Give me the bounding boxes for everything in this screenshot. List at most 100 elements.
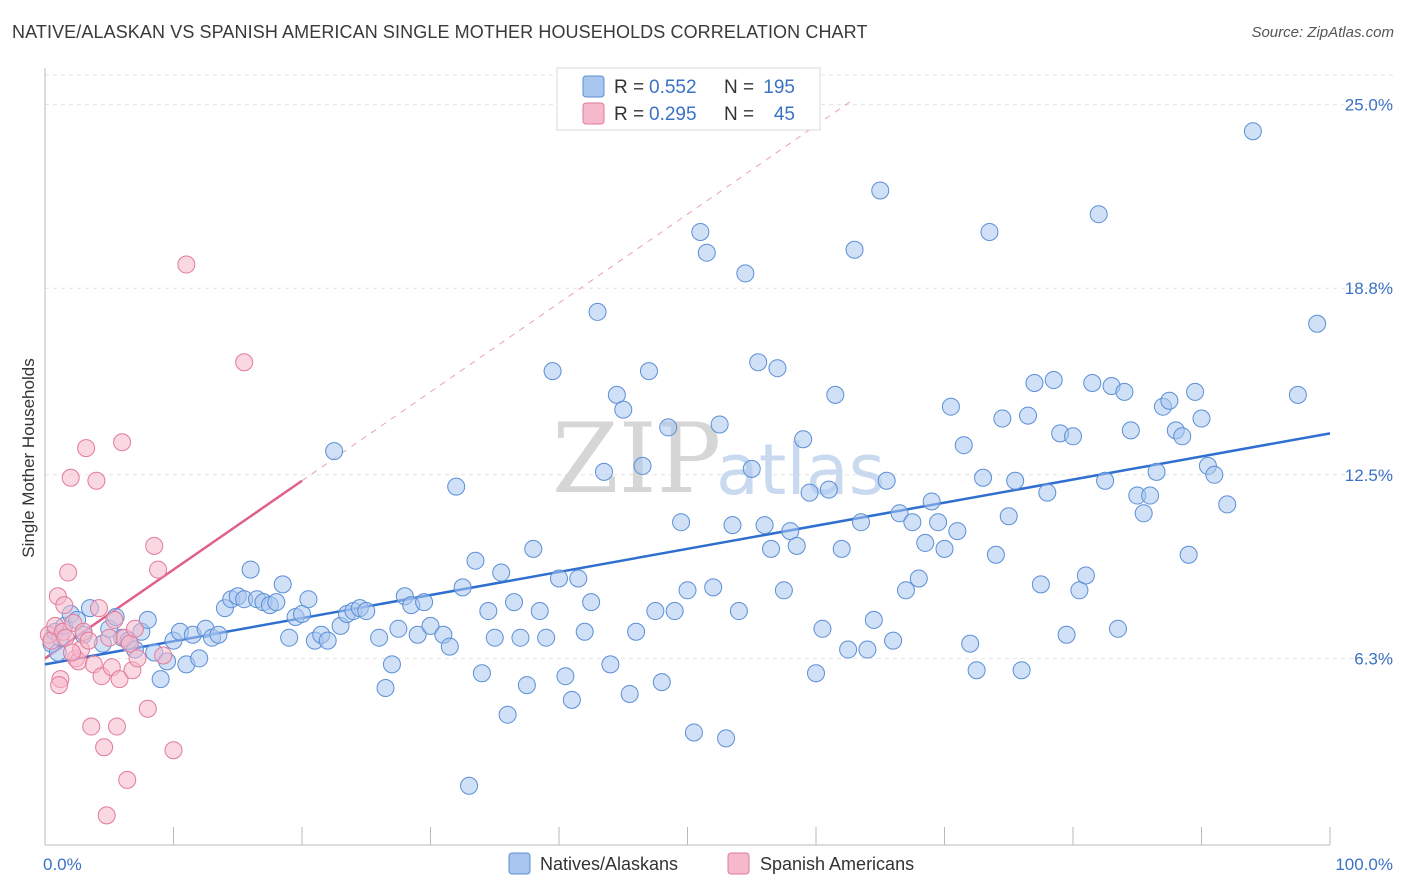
- point-blue-88: [614, 400, 633, 419]
- point-blue-83: [582, 593, 601, 612]
- point-blue-141: [954, 436, 973, 455]
- point-blue-64: [460, 776, 479, 795]
- point-pink-17: [82, 717, 101, 736]
- point-blue-101: [697, 243, 716, 262]
- point-blue-158: [1064, 427, 1082, 446]
- trend-lines: [44, 98, 1331, 666]
- point-blue-119: [813, 619, 832, 638]
- point-blue-178: [1192, 409, 1211, 428]
- point-blue-51: [370, 628, 389, 647]
- point-blue-72: [511, 628, 530, 647]
- point-blue-113: [774, 581, 793, 600]
- point-blue-139: [941, 397, 960, 416]
- point-blue-50: [357, 602, 376, 621]
- trend-line-extension-1: [301, 98, 855, 482]
- point-pink-44: [50, 676, 69, 695]
- point-blue-144: [974, 468, 993, 487]
- point-pink-29: [113, 433, 132, 452]
- point-blue-71: [505, 593, 524, 612]
- legend-r-value-2: 0.295: [649, 104, 697, 125]
- point-blue-92: [639, 362, 658, 381]
- point-blue-175: [1173, 427, 1192, 446]
- point-blue-81: [569, 569, 588, 588]
- legend-r-label-2: R =: [614, 104, 644, 125]
- point-blue-32: [241, 560, 260, 579]
- point-blue-86: [601, 655, 620, 674]
- point-blue-173: [1160, 391, 1179, 410]
- point-blue-53: [382, 655, 401, 674]
- point-blue-120: [819, 480, 838, 499]
- point-blue-41: [299, 590, 318, 609]
- point-blue-94: [652, 673, 671, 692]
- point-blue-68: [485, 628, 504, 647]
- point-blue-76: [537, 628, 556, 647]
- point-blue-27: [209, 625, 228, 644]
- point-blue-126: [858, 640, 877, 659]
- point-blue-162: [1089, 205, 1108, 224]
- point-blue-149: [1006, 471, 1025, 490]
- point-blue-132: [896, 581, 915, 600]
- legend-r-label-1: R =: [614, 77, 644, 98]
- point-blue-137: [929, 513, 948, 532]
- point-pink-7: [56, 628, 75, 647]
- point-blue-121: [826, 385, 845, 404]
- point-blue-151: [1019, 406, 1038, 425]
- point-blue-74: [524, 539, 543, 558]
- axes: [44, 68, 1331, 846]
- point-blue-176: [1179, 545, 1198, 564]
- point-blue-157: [1057, 625, 1076, 644]
- bottom-legend-label-pink: Spanish Americans: [760, 854, 914, 874]
- point-pink-43: [62, 643, 81, 662]
- point-blue-165: [1108, 619, 1127, 638]
- point-blue-171: [1147, 462, 1166, 481]
- point-blue-38: [280, 628, 299, 647]
- source-label: Source: ZipAtlas.com: [1251, 24, 1394, 41]
- legend-swatch-pink: [582, 102, 605, 125]
- point-blue-134: [909, 569, 928, 588]
- point-blue-100: [691, 222, 710, 241]
- chart-title: NATIVE/ALASKAN VS SPANISH AMERICAN SINGL…: [12, 22, 868, 42]
- point-blue-79: [556, 667, 575, 686]
- point-blue-24: [190, 649, 209, 668]
- point-blue-146: [986, 545, 1005, 564]
- point-blue-152: [1025, 374, 1044, 392]
- point-blue-135: [916, 533, 935, 552]
- point-blue-161: [1083, 374, 1102, 392]
- point-blue-66: [472, 664, 491, 683]
- point-pink-31: [118, 770, 137, 789]
- point-blue-155: [1044, 371, 1063, 390]
- point-pink-41: [177, 255, 196, 274]
- point-blue-184: [1308, 314, 1327, 333]
- point-blue-145: [980, 222, 999, 241]
- point-pink-19: [87, 471, 106, 490]
- y-tick-label-1: 12.5%: [1345, 466, 1393, 485]
- point-blue-45: [325, 442, 344, 461]
- point-blue-131: [890, 504, 909, 523]
- legend-n-label-1: N =: [724, 77, 754, 98]
- point-pink-9: [61, 468, 80, 487]
- point-blue-110: [755, 516, 774, 535]
- point-pink-35: [128, 649, 147, 668]
- point-blue-40: [293, 605, 311, 623]
- point-blue-111: [762, 539, 781, 558]
- point-blue-75: [530, 602, 549, 621]
- point-blue-69: [492, 563, 511, 582]
- point-blue-117: [800, 483, 819, 502]
- point-blue-163: [1096, 471, 1115, 490]
- point-blue-142: [961, 634, 980, 653]
- point-blue-180: [1205, 465, 1224, 484]
- point-pink-22: [95, 738, 114, 757]
- point-blue-97: [672, 513, 691, 532]
- point-blue-114: [781, 522, 800, 541]
- point-pink-40: [164, 741, 183, 760]
- legend-n-value-2: 45: [774, 104, 795, 125]
- point-pink-36: [138, 699, 157, 718]
- point-pink-34: [125, 619, 144, 638]
- point-blue-129: [877, 471, 896, 490]
- point-blue-93: [646, 602, 665, 621]
- point-blue-118: [807, 664, 825, 683]
- bottom-legend-label-blue: Natives/Alaskans: [540, 854, 678, 874]
- point-blue-116: [794, 430, 813, 449]
- point-blue-57: [408, 625, 427, 644]
